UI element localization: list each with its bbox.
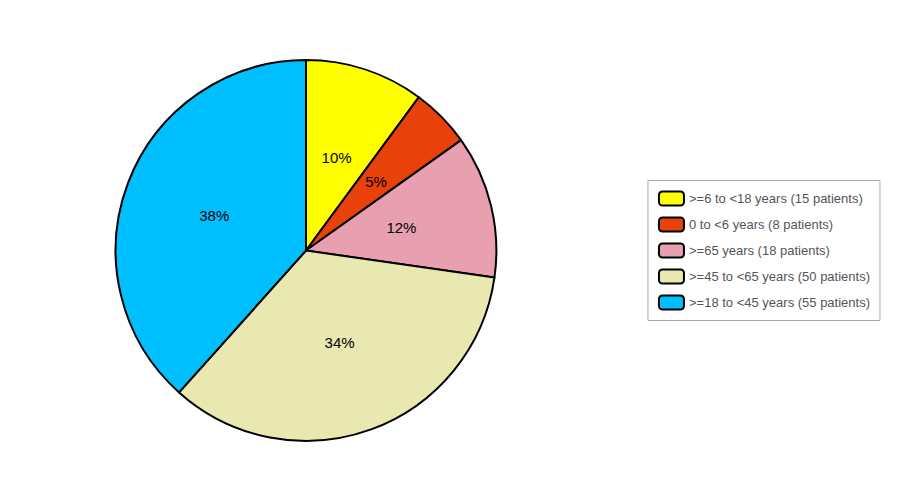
svg-text:38%: 38% [199, 207, 229, 224]
svg-text:5%: 5% [365, 173, 387, 190]
svg-text:0 to <6 years (8 patients): 0 to <6 years (8 patients) [689, 217, 833, 232]
svg-text:>=6 to <18 years (15 patients): >=6 to <18 years (15 patients) [689, 191, 863, 206]
svg-text:>=45 to <65 years (50 patients: >=45 to <65 years (50 patients) [689, 269, 870, 284]
svg-text:34%: 34% [325, 334, 355, 351]
svg-text:10%: 10% [322, 149, 352, 166]
svg-text:>=65 years (18 patients): >=65 years (18 patients) [689, 243, 830, 258]
svg-text:>=18 to <45 years (55 patients: >=18 to <45 years (55 patients) [689, 295, 870, 310]
svg-text:12%: 12% [386, 219, 416, 236]
